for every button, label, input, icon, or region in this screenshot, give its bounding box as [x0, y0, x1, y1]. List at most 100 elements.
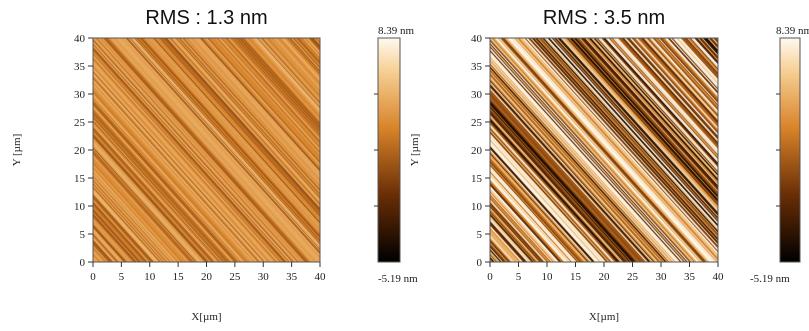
stripe	[612, 38, 718, 155]
stripe	[93, 133, 209, 262]
stripe	[490, 148, 593, 262]
colorbar-min-label: -5.19 nm	[750, 273, 790, 285]
stripe	[490, 136, 604, 262]
stripe	[240, 38, 320, 127]
stripe	[138, 38, 320, 240]
stripe	[635, 38, 718, 130]
stripe	[93, 46, 287, 262]
stripe	[490, 200, 546, 262]
stripe	[490, 73, 660, 262]
x-tick-label: 15	[173, 271, 185, 283]
stripe	[211, 38, 320, 159]
stripe	[134, 38, 320, 244]
stripe	[490, 250, 501, 262]
x-tick-label: 20	[599, 271, 611, 283]
stripe	[490, 57, 675, 262]
stripe	[166, 38, 320, 209]
stripe	[227, 38, 320, 141]
stripe	[93, 114, 227, 262]
stripe	[573, 38, 718, 198]
stripe	[490, 134, 606, 262]
stripe	[93, 47, 287, 262]
stripe	[121, 38, 320, 260]
stripe	[260, 38, 320, 104]
stripe	[93, 57, 277, 262]
stripe	[269, 38, 320, 94]
stripe	[93, 182, 165, 262]
stripe	[490, 152, 589, 262]
stripe	[284, 38, 320, 78]
stripe	[93, 248, 106, 262]
stripe	[551, 38, 718, 223]
stripe	[490, 193, 553, 262]
stripe	[93, 120, 221, 262]
x-tick-label: 10	[144, 271, 156, 283]
stripe	[638, 38, 718, 127]
stripe	[578, 38, 718, 193]
stripe	[490, 114, 624, 262]
stripe	[490, 81, 654, 262]
stripe	[223, 38, 320, 145]
stripe	[661, 38, 718, 101]
stripe	[490, 42, 689, 262]
y-tick-label: 10	[74, 201, 86, 213]
stripe	[554, 38, 718, 220]
stripe	[490, 216, 531, 262]
afm-image	[490, 18, 809, 302]
y-tick-label: 10	[471, 201, 483, 213]
panel-title: RMS : 3.5 nm	[543, 7, 665, 29]
stripe	[599, 38, 718, 170]
stripe	[644, 38, 718, 120]
stripe	[805, 18, 809, 302]
y-tick-label: 20	[471, 145, 483, 157]
y-tick-label: 15	[74, 173, 86, 185]
stripe	[490, 90, 645, 262]
stripe	[490, 157, 585, 262]
stripe	[104, 38, 310, 262]
x-tick-label: 25	[627, 271, 639, 283]
stripe	[93, 56, 278, 262]
y-tick-label: 5	[477, 229, 483, 241]
stripe	[229, 38, 320, 139]
stripe	[93, 219, 132, 262]
stripe	[290, 38, 320, 71]
stripe	[93, 134, 208, 262]
stripe	[93, 149, 195, 262]
stripe	[197, 38, 320, 174]
stripe	[609, 38, 718, 158]
stripe	[490, 107, 630, 262]
y-tick-label: 35	[471, 61, 483, 73]
stripe	[804, 18, 809, 302]
stripe	[93, 69, 266, 262]
stripe	[253, 38, 320, 112]
afm-image	[93, 38, 320, 262]
stripe	[801, 18, 809, 302]
stripe	[545, 38, 718, 229]
stripe	[490, 52, 680, 262]
stripe	[519, 38, 718, 258]
stripe	[93, 204, 145, 262]
stripe	[113, 38, 319, 262]
stripe	[631, 38, 718, 134]
stripe	[143, 38, 320, 234]
colorbar-max-label: 8.39 nm	[378, 25, 415, 37]
stripe	[93, 250, 103, 262]
stripe	[164, 38, 320, 211]
stripe	[93, 38, 298, 262]
x-tick-label: 10	[542, 271, 554, 283]
panel: RMS : 3.5 nm 0 5 10 15 20 25 30 35 40 0 5 10 15 20 25 30…	[409, 7, 809, 323]
y-tick-label: 0	[477, 257, 483, 269]
stripe	[93, 106, 234, 262]
y-tick-label: 40	[74, 33, 86, 45]
y-tick-label: 40	[471, 33, 483, 45]
stripe	[588, 38, 718, 182]
stripe	[93, 239, 114, 262]
stripe	[109, 38, 314, 262]
stripe	[93, 135, 207, 262]
stripe	[531, 38, 718, 245]
stripe	[93, 246, 108, 262]
stripe	[93, 111, 229, 262]
stripe	[602, 38, 718, 166]
stripe	[180, 38, 320, 194]
x-tick-label: 0	[90, 271, 96, 283]
